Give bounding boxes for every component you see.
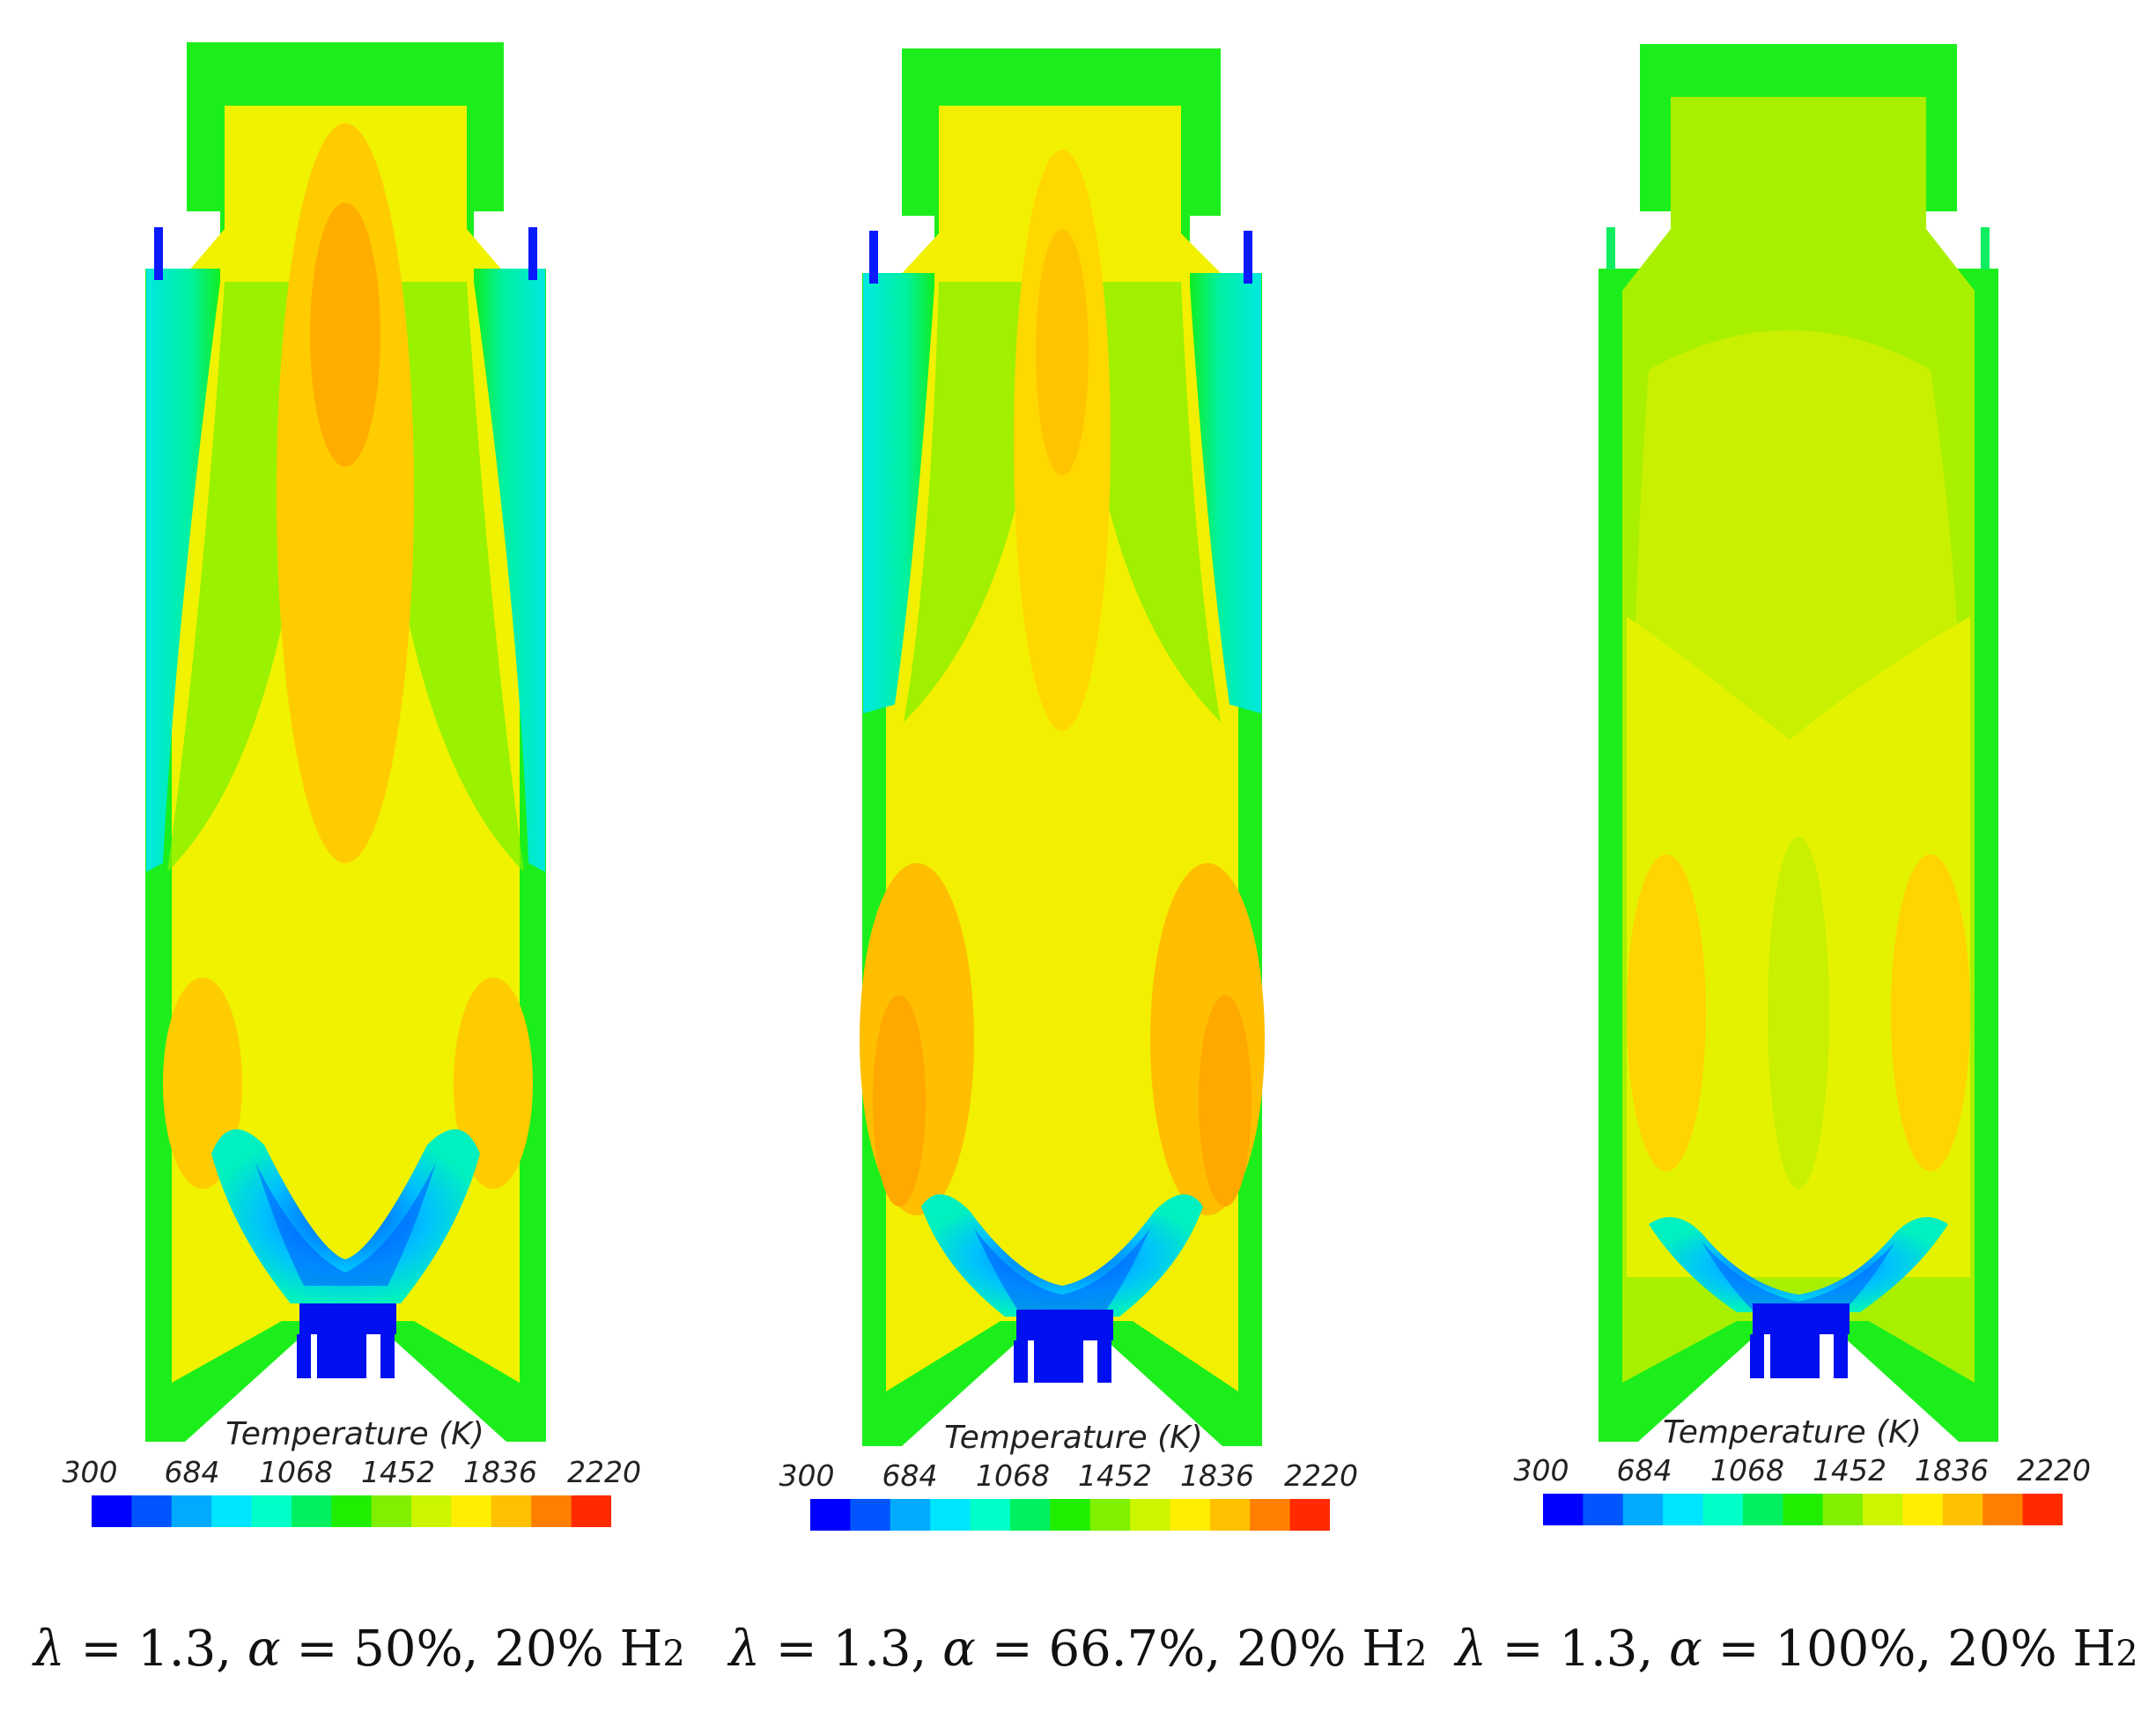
colorbar-ticks: 300 684 1068 1452 1836 2220 bbox=[0, 1455, 719, 1490]
tick-label: 684 bbox=[164, 1455, 220, 1489]
colorbar-segment bbox=[411, 1495, 453, 1527]
tick-label: 684 bbox=[882, 1458, 938, 1493]
colorbar bbox=[1543, 1494, 2063, 1525]
caption-3: λ = 1.3, α = 100%, 20% H2 bbox=[1455, 1620, 2138, 1678]
tick-label: 300 bbox=[62, 1455, 118, 1489]
colorbar-segment bbox=[1130, 1499, 1171, 1531]
colorbar-segment bbox=[1170, 1499, 1211, 1531]
tick-label: 2220 bbox=[567, 1455, 641, 1489]
colorbar-segment bbox=[930, 1499, 971, 1531]
contour-panel-2: Temperature (K) 300 684 1068 1452 1836 2… bbox=[719, 0, 1437, 1720]
colorbar-segment bbox=[1702, 1494, 1744, 1525]
tick-label: 2220 bbox=[2017, 1453, 2091, 1487]
temperature-contour-1 bbox=[145, 42, 546, 1442]
colorbar-segment bbox=[890, 1499, 931, 1531]
tick-label: 1452 bbox=[361, 1455, 435, 1489]
colorbar-segment bbox=[1942, 1494, 1983, 1525]
colorbar-ticks: 300 684 1068 1452 1836 2220 bbox=[1437, 1453, 2156, 1488]
colorbar-segment bbox=[1543, 1494, 1584, 1525]
colorbar-segment bbox=[1783, 1494, 1824, 1525]
temperature-contour-2 bbox=[860, 48, 1265, 1446]
colorbar-ticks: 300 684 1068 1452 1836 2220 bbox=[719, 1458, 1437, 1494]
colorbar-segment bbox=[92, 1495, 132, 1527]
colorbar-title: Temperature (K) bbox=[944, 1420, 1203, 1456]
colorbar-segment bbox=[810, 1499, 851, 1531]
tick-label: 1836 bbox=[1180, 1458, 1254, 1493]
tick-label: 2220 bbox=[1284, 1458, 1358, 1493]
colorbar-title: Temperature (K) bbox=[1663, 1414, 1922, 1451]
colorbar-title: Temperature (K) bbox=[225, 1416, 484, 1452]
colorbar-segment bbox=[211, 1495, 253, 1527]
tick-label: 300 bbox=[1513, 1453, 1569, 1487]
colorbar-segment bbox=[1822, 1494, 1864, 1525]
tick-label: 1068 bbox=[976, 1458, 1050, 1493]
colorbar-segment bbox=[1663, 1494, 1704, 1525]
colorbar-segment bbox=[1089, 1499, 1131, 1531]
colorbar-segment bbox=[451, 1495, 492, 1527]
colorbar-segment bbox=[571, 1495, 611, 1527]
colorbar-segment bbox=[1902, 1494, 1944, 1525]
colorbar-segment bbox=[171, 1495, 212, 1527]
colorbar-segment bbox=[1250, 1499, 1291, 1531]
caption-2: λ = 1.3, α = 66.7%, 20% H2 bbox=[728, 1620, 1428, 1678]
colorbar-segment bbox=[251, 1495, 292, 1527]
colorbar-segment bbox=[1863, 1494, 1904, 1525]
colorbar-segment bbox=[1009, 1499, 1051, 1531]
colorbar-segment bbox=[331, 1495, 373, 1527]
colorbar-segment bbox=[970, 1499, 1011, 1531]
tick-label: 1068 bbox=[259, 1455, 333, 1489]
colorbar-segment bbox=[491, 1495, 532, 1527]
colorbar-segment bbox=[850, 1499, 891, 1531]
tick-label: 1836 bbox=[1915, 1453, 1989, 1487]
contour-panel-3: Temperature (K) 300 684 1068 1452 1836 2… bbox=[1437, 0, 2156, 1720]
colorbar-segment bbox=[1050, 1499, 1091, 1531]
colorbar-segment bbox=[2022, 1494, 2063, 1525]
tick-label: 1068 bbox=[1710, 1453, 1784, 1487]
colorbar-segment bbox=[1209, 1499, 1251, 1531]
colorbar-segment bbox=[1622, 1494, 1664, 1525]
temperature-contour-3 bbox=[1599, 44, 1998, 1442]
tick-label: 1452 bbox=[1078, 1458, 1152, 1493]
colorbar bbox=[92, 1495, 611, 1527]
colorbar-segment bbox=[371, 1495, 412, 1527]
colorbar bbox=[810, 1499, 1330, 1531]
tick-label: 1452 bbox=[1813, 1453, 1886, 1487]
colorbar-segment bbox=[1583, 1494, 1624, 1525]
colorbar-segment bbox=[1289, 1499, 1330, 1531]
tick-label: 684 bbox=[1616, 1453, 1672, 1487]
contour-panel-1: Temperature (K) 300 684 1068 1452 1836 2… bbox=[0, 0, 719, 1720]
colorbar-segment bbox=[131, 1495, 173, 1527]
colorbar-segment bbox=[291, 1495, 332, 1527]
caption-1: λ = 1.3, α = 50%, 20% H2 bbox=[33, 1620, 685, 1678]
tick-label: 1836 bbox=[463, 1455, 537, 1489]
colorbar-segment bbox=[531, 1495, 572, 1527]
colorbar-segment bbox=[1742, 1494, 1783, 1525]
colorbar-segment bbox=[1982, 1494, 2024, 1525]
tick-label: 300 bbox=[779, 1458, 835, 1493]
